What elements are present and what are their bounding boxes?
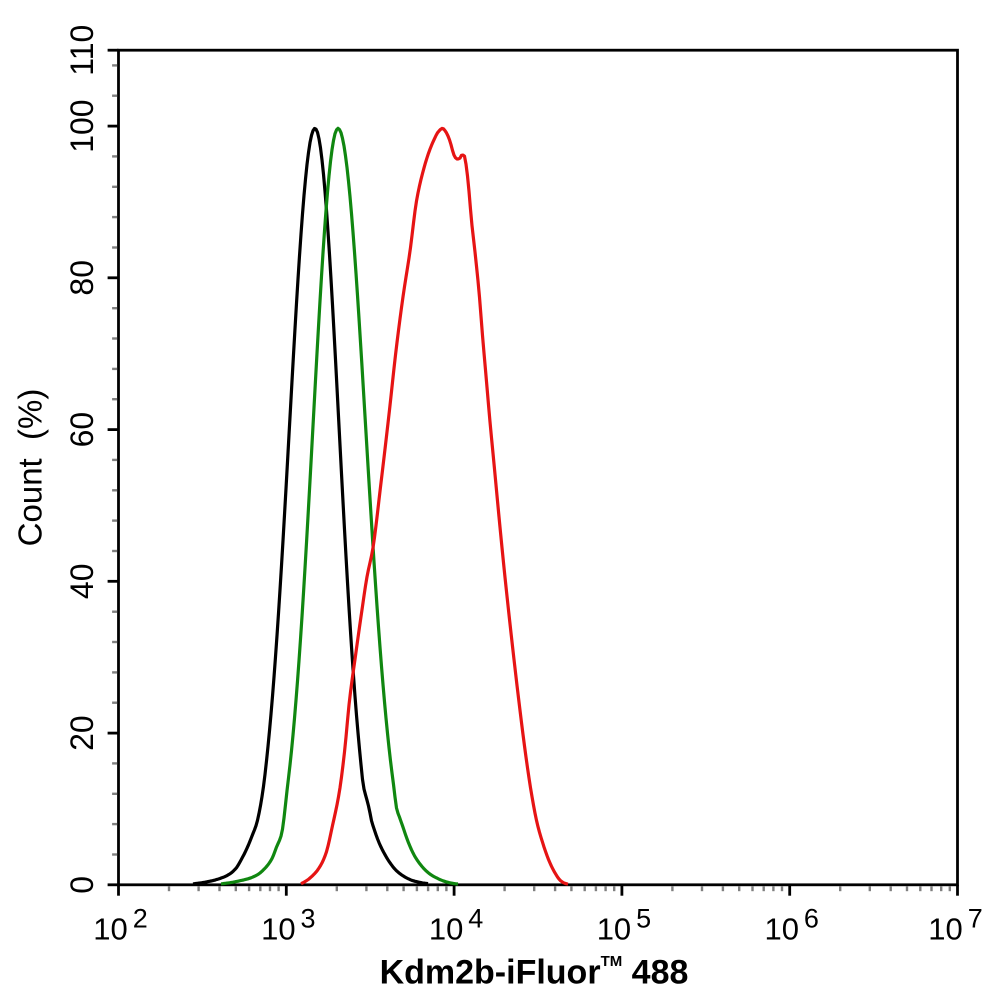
svg-text:2: 2 — [133, 903, 148, 933]
svg-text:0: 0 — [64, 876, 100, 894]
svg-text:10: 10 — [765, 911, 799, 946]
svg-text:Count (%): Count (%) — [11, 389, 48, 547]
svg-text:10: 10 — [93, 911, 127, 946]
svg-text:7: 7 — [968, 903, 983, 933]
svg-text:10: 10 — [261, 911, 295, 946]
svg-text:10: 10 — [597, 911, 631, 946]
svg-text:10: 10 — [928, 911, 962, 946]
svg-text:6: 6 — [804, 903, 819, 933]
svg-text:Kdm2b-iFluorTM 488: Kdm2b-iFluorTM 488 — [380, 953, 689, 992]
svg-text:3: 3 — [301, 903, 316, 933]
svg-text:5: 5 — [636, 903, 651, 933]
svg-text:60: 60 — [64, 412, 100, 448]
svg-text:20: 20 — [64, 715, 100, 751]
svg-text:100: 100 — [64, 99, 100, 152]
svg-text:80: 80 — [64, 260, 100, 296]
svg-text:40: 40 — [64, 564, 100, 600]
svg-text:4: 4 — [468, 903, 483, 933]
svg-text:110: 110 — [64, 25, 100, 76]
svg-text:10: 10 — [429, 911, 463, 946]
